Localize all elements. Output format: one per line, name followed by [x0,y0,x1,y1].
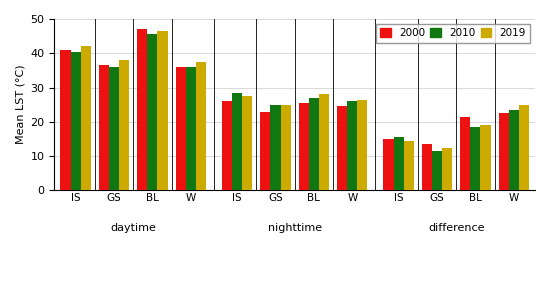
Bar [394,137,404,190]
Y-axis label: Mean LST (°C): Mean LST (°C) [15,65,25,144]
Bar [271,105,281,190]
Bar [519,105,529,190]
Bar [242,96,252,190]
Legend: 2000, 2010, 2019: 2000, 2010, 2019 [376,24,530,43]
Bar [319,94,329,190]
Bar [60,50,70,190]
Bar [404,141,414,190]
Bar [509,110,519,190]
Bar [232,93,242,190]
Bar [147,34,157,190]
Bar [383,139,394,190]
Bar [109,67,119,190]
Bar [499,113,509,190]
Bar [99,65,109,190]
Bar [70,52,80,190]
Bar [481,125,491,190]
Bar [176,67,186,190]
Bar [337,106,347,190]
Bar [309,98,319,190]
Bar [119,60,129,190]
Bar [299,103,309,190]
Bar [196,62,206,190]
Bar [157,31,168,190]
Text: daytime: daytime [110,223,156,233]
Bar [358,100,367,190]
Text: difference: difference [428,223,485,233]
Bar [80,47,91,190]
Bar [222,101,232,190]
Text: nighttime: nighttime [268,223,322,233]
Bar [186,67,196,190]
Bar [442,147,452,190]
Bar [422,144,432,190]
Bar [460,117,470,190]
Bar [432,151,442,190]
Bar [347,101,358,190]
Bar [470,127,481,190]
Bar [138,29,147,190]
Bar [280,105,290,190]
Bar [260,112,271,190]
